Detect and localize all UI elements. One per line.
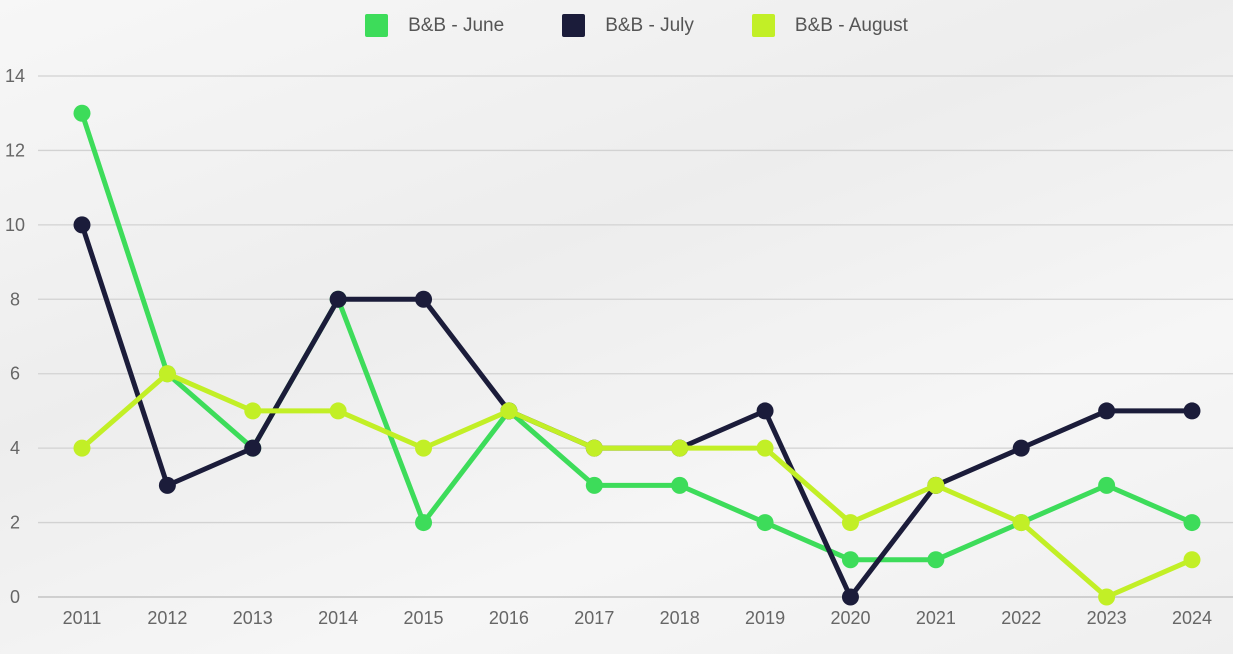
data-point-1-2014 (329, 290, 347, 308)
x-tick-label: 2015 (404, 608, 444, 628)
data-point-1-2022 (1012, 439, 1030, 457)
data-point-0-2024 (1183, 514, 1201, 532)
data-point-0-2011 (73, 104, 91, 122)
y-tick-label: 2 (10, 513, 20, 533)
legend-swatch-june (365, 14, 389, 37)
data-point-0-2023 (1098, 476, 1116, 494)
data-point-2-2011 (73, 439, 91, 457)
data-point-2-2015 (415, 439, 433, 457)
data-point-1-2011 (73, 216, 91, 234)
data-point-2-2014 (329, 402, 347, 420)
x-tick-label: 2013 (233, 608, 273, 628)
data-point-1-2023 (1098, 402, 1116, 420)
data-point-2-2016 (500, 402, 518, 420)
legend-item-july[interactable]: B&B - July (562, 14, 694, 37)
y-tick-label: 14 (5, 66, 25, 86)
legend-label-july: B&B - July (605, 14, 694, 36)
data-point-2-2012 (158, 365, 176, 383)
y-tick-label: 10 (5, 215, 25, 235)
data-point-2-2023 (1098, 588, 1116, 606)
x-tick-label: 2014 (318, 608, 358, 628)
data-point-2-2013 (244, 402, 262, 420)
legend-item-august[interactable]: B&B - August (751, 14, 908, 37)
data-point-1-2019 (756, 402, 774, 420)
y-tick-label: 0 (10, 587, 20, 607)
legend-label-june: B&B - June (408, 14, 505, 36)
x-tick-label: 2011 (63, 608, 102, 628)
x-tick-label: 2024 (1172, 608, 1212, 628)
data-point-1-2024 (1183, 402, 1201, 420)
x-tick-label: 2022 (1001, 608, 1041, 628)
data-point-2-2019 (756, 439, 774, 457)
y-tick-label: 4 (10, 438, 20, 458)
x-tick-label: 2012 (147, 608, 187, 628)
legend-swatch-august (751, 14, 775, 37)
data-point-2-2017 (585, 439, 603, 457)
x-tick-label: 2023 (1087, 608, 1127, 628)
series-line-0 (79, 112, 1193, 563)
y-tick-label: 6 (10, 364, 20, 384)
data-point-2-2024 (1183, 551, 1201, 569)
legend-label-august: B&B - August (794, 14, 908, 36)
data-point-2-2022 (1012, 514, 1030, 532)
data-point-0-2015 (415, 514, 433, 532)
legend-item-june[interactable]: B&B - June (365, 14, 504, 37)
data-point-0-2017 (585, 476, 603, 494)
data-point-0-2018 (671, 476, 689, 494)
data-point-2-2018 (671, 439, 689, 457)
data-point-0-2019 (756, 514, 774, 532)
series-line-2 (80, 371, 1193, 600)
data-point-0-2021 (927, 551, 945, 569)
legend: B&B - June B&B - July B&B - August (0, 14, 1233, 37)
legend-swatch-july (562, 14, 586, 37)
data-point-1-2020 (841, 588, 859, 606)
x-tick-label: 2020 (830, 608, 870, 628)
data-point-1-2015 (415, 290, 433, 308)
x-tick-label: 2018 (660, 608, 700, 628)
x-tick-label: 2016 (489, 608, 529, 628)
data-point-2-2020 (841, 514, 859, 532)
x-tick-label: 2021 (916, 608, 956, 628)
y-tick-label: 8 (10, 289, 20, 309)
x-tick-label: 2019 (745, 608, 785, 628)
data-point-2-2021 (927, 476, 945, 494)
y-tick-label: 12 (5, 140, 25, 160)
data-point-1-2012 (158, 476, 176, 494)
x-tick-label: 2017 (574, 608, 614, 628)
data-point-1-2013 (244, 439, 262, 457)
data-point-0-2020 (841, 551, 859, 569)
